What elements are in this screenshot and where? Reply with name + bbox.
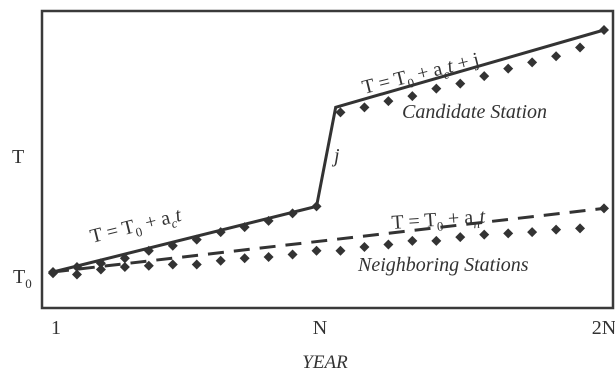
neighbor-data-point [311, 245, 322, 256]
candidate-data-point [575, 42, 586, 53]
neighbor-data-point [479, 229, 490, 240]
neighbor-data-point [191, 259, 202, 270]
neighbor-trend-line [52, 206, 605, 274]
y-tick-subscript: 0 [25, 276, 32, 291]
candidate-data-point [119, 253, 130, 264]
neighbor-data-point [119, 262, 130, 273]
x-tick-label-1: 1 [51, 317, 61, 339]
candidate-data-point [263, 215, 274, 226]
neighbor-data-point [143, 260, 154, 271]
candidate-data-point [335, 107, 346, 118]
candidate-equation: T = T0 + act + j [360, 49, 482, 102]
neighbor-data-point [215, 255, 226, 266]
candidate-series-markers [48, 25, 609, 277]
neighbor-data-point [527, 227, 538, 238]
neighbor-data-point [455, 232, 466, 243]
neighbor-data-point [431, 235, 442, 246]
neighbor-data-point [239, 253, 250, 264]
candidate-data-point [215, 227, 226, 238]
candidate-data-point [287, 208, 298, 219]
neighbor-data-point [407, 235, 418, 246]
jump-label: j [331, 145, 340, 167]
candidate-data-point [143, 245, 154, 256]
neighbor-data-point [287, 249, 298, 260]
neighbor-data-point [167, 259, 178, 270]
candidate-data-point [551, 51, 562, 62]
neighbor-data-point [359, 242, 370, 253]
x-tick-label-2n: 2N [592, 317, 615, 339]
neighbor-equation: T = T0 + ant [391, 205, 487, 237]
x-tick-label-n: N [313, 317, 327, 339]
candidate-data-point [71, 262, 82, 273]
candidate-data-point [359, 102, 370, 113]
x-axis-label: YEAR [302, 352, 348, 373]
candidate-data-point [95, 258, 106, 269]
candidate-data-point [167, 240, 178, 251]
candidate-data-point [599, 25, 609, 35]
y-tick-main: T [13, 266, 25, 288]
y-tick-label: T0 [13, 266, 32, 291]
candidate-data-point [383, 96, 394, 107]
candidate-data-point [455, 78, 466, 89]
candidate-data-point [191, 234, 202, 245]
neighbor-data-point [503, 228, 514, 239]
neighbor-data-point [575, 223, 586, 234]
neighbor-data-point [551, 224, 562, 235]
candidate-trend-segment [52, 28, 605, 274]
neighbor-data-point [95, 264, 106, 275]
neighbor-trend-segment [52, 206, 605, 274]
candidate-data-point [479, 71, 490, 82]
neighbor-series-markers [48, 203, 609, 280]
candidate-station-label: Candidate Station [402, 101, 547, 123]
neighbor-data-point [71, 269, 82, 280]
neighbor-stations-label: Neighboring Stations [357, 254, 529, 276]
candidate-data-point [527, 57, 538, 68]
candidate-data-point [407, 91, 418, 102]
plot-frame [40, 9, 615, 310]
neighbor-data-point [599, 203, 609, 214]
candidate-data-point [503, 63, 514, 74]
candidate-data-point [431, 83, 442, 94]
neighbor-data-point [383, 239, 394, 250]
y-axis-label: T [12, 146, 24, 168]
candidate-data-point [311, 201, 322, 212]
neighbor-data-point [48, 268, 58, 279]
neighbor-data-point [263, 252, 274, 263]
candidate-trend-line [52, 28, 605, 274]
candidate-data-point [239, 222, 250, 233]
neighbor-data-point [335, 245, 346, 256]
